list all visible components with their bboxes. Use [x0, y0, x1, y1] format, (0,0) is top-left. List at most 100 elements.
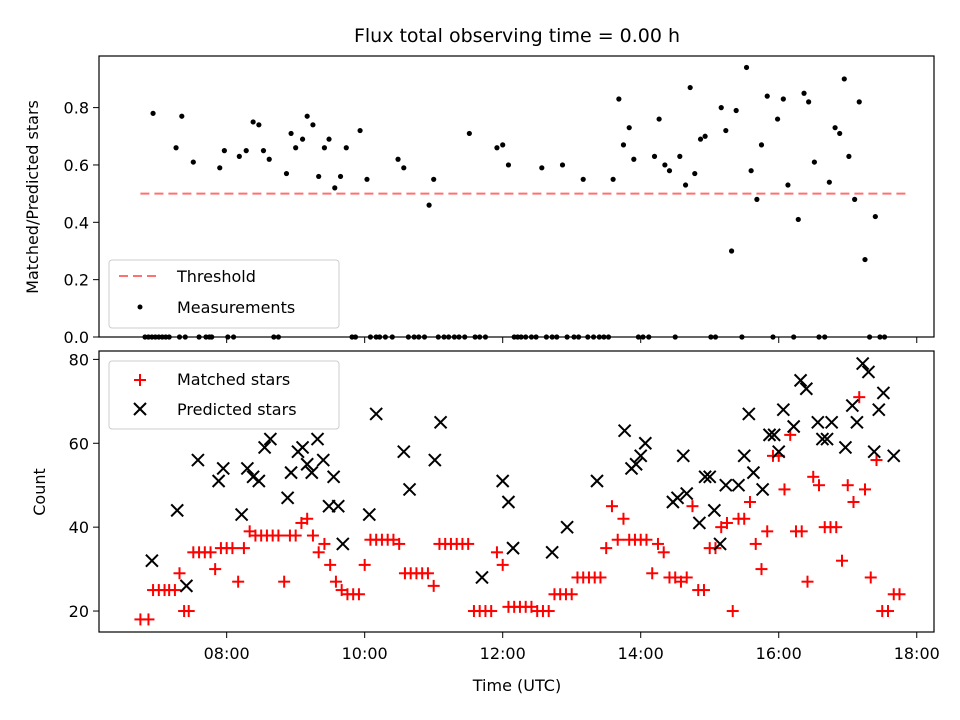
- measurement-point: [543, 334, 550, 340]
- matched-star-point: [600, 542, 613, 555]
- predicted-star-point: [762, 428, 777, 442]
- x-tick-label: 18:00: [894, 644, 940, 663]
- x-tick-label: 08:00: [204, 644, 250, 663]
- matched-star-point: [485, 605, 498, 618]
- measurement-point: [173, 145, 179, 151]
- measurement-point: [209, 334, 215, 340]
- predicted-star-point: [305, 465, 319, 480]
- matched-star-point: [393, 537, 406, 550]
- measurement-point: [585, 334, 591, 340]
- measurement-point: [590, 334, 597, 340]
- predicted-star-point: [234, 507, 249, 522]
- measurement-point: [176, 334, 183, 340]
- matched-star-point: [830, 521, 843, 534]
- predicted-star-point: [815, 432, 830, 446]
- measurement-point: [523, 334, 529, 340]
- measurement-point: [304, 113, 310, 119]
- predicted-star-point: [855, 356, 870, 371]
- measurement-point: [310, 122, 316, 128]
- top-y-tick-label: 0.4: [64, 213, 89, 232]
- measurement-point: [337, 173, 344, 180]
- measurement-point: [697, 136, 704, 142]
- predicted-star-point: [845, 398, 860, 413]
- matched-star-point: [738, 512, 751, 525]
- matched-star-point: [173, 567, 186, 580]
- measurement-point: [785, 182, 791, 188]
- measurement-point: [841, 76, 847, 82]
- measurement-point: [150, 110, 156, 116]
- legend-threshold-label: Threshold: [176, 267, 256, 286]
- measurement-point: [723, 127, 729, 134]
- measurement-point: [196, 334, 202, 340]
- measurement-point: [472, 334, 478, 340]
- predicted-star-point: [316, 453, 330, 467]
- predicted-star-point: [617, 423, 632, 438]
- predicted-star-point: [211, 474, 226, 488]
- top-y-axis-label: Matched/Predicted stars: [23, 100, 42, 294]
- measurement-point: [754, 196, 760, 202]
- measurement-point: [780, 96, 786, 102]
- predicted-star-point: [326, 470, 341, 484]
- measurement-point: [316, 173, 322, 180]
- matched-star-point: [743, 495, 756, 508]
- predicted-star-point: [820, 432, 834, 446]
- matched-star-point: [594, 571, 607, 584]
- measurement-point: [505, 162, 512, 168]
- top-y-tick-label: 0.8: [64, 99, 89, 118]
- legend-predicted-label: Predicted stars: [177, 400, 297, 419]
- measurement-point: [635, 334, 642, 340]
- measurement-point: [640, 334, 646, 340]
- measurement-point: [708, 334, 714, 340]
- measurement-point: [293, 145, 299, 151]
- predicted-star-point: [280, 491, 295, 505]
- predicted-star-point: [737, 449, 751, 463]
- matched-star-point: [289, 529, 302, 542]
- matched-star-point: [617, 512, 630, 525]
- measurement-point: [666, 168, 673, 174]
- measurement-point: [435, 334, 441, 340]
- measurement-point: [477, 334, 483, 340]
- predicted-star-point: [742, 407, 756, 421]
- measurement-point: [382, 334, 388, 340]
- predicted-star-point: [692, 516, 707, 530]
- x-tick-label: 14:00: [618, 644, 664, 663]
- legend-matched-label: Matched stars: [177, 370, 290, 389]
- measurement-point: [462, 334, 468, 340]
- measurement-point: [826, 179, 832, 185]
- legend-predicted-swatch: [133, 402, 147, 416]
- measurement-point: [357, 127, 363, 134]
- measurement-point: [451, 334, 457, 340]
- predicted-star-point: [861, 365, 876, 379]
- predicted-star-point: [170, 503, 184, 518]
- matched-star-point: [312, 546, 325, 559]
- predicted-star-point: [776, 403, 791, 417]
- measurement-point: [230, 334, 237, 340]
- chart-title: Flux total observing time = 0.00 h: [354, 25, 680, 47]
- measurement-point: [326, 136, 332, 142]
- measurement-point: [271, 334, 277, 340]
- measurement-point: [672, 334, 678, 340]
- predicted-star-point: [397, 444, 411, 459]
- matched-star-point: [278, 575, 291, 588]
- measurement-point: [405, 334, 411, 340]
- measurement-point: [421, 334, 428, 340]
- measurement-point: [367, 334, 374, 340]
- predicted-star-point: [495, 474, 510, 488]
- measurement-point: [431, 176, 437, 182]
- measurement-point: [500, 142, 506, 148]
- measurement-point: [718, 105, 724, 111]
- predicted-star-point: [369, 407, 383, 421]
- matched-star-point: [324, 558, 337, 571]
- top-legend: Threshold Measurements: [108, 259, 340, 329]
- measurement-point: [343, 145, 349, 151]
- measurement-point: [728, 248, 735, 254]
- matched-star-point: [812, 479, 825, 492]
- matched-star-point: [847, 495, 860, 508]
- predicted-star-point: [793, 373, 808, 388]
- predicted-star-point: [428, 453, 442, 467]
- measurement-point: [610, 176, 616, 182]
- measurement-point: [646, 334, 652, 340]
- measurement-point: [702, 133, 708, 139]
- matched-star-point: [565, 588, 578, 601]
- matched-star-point: [352, 588, 365, 601]
